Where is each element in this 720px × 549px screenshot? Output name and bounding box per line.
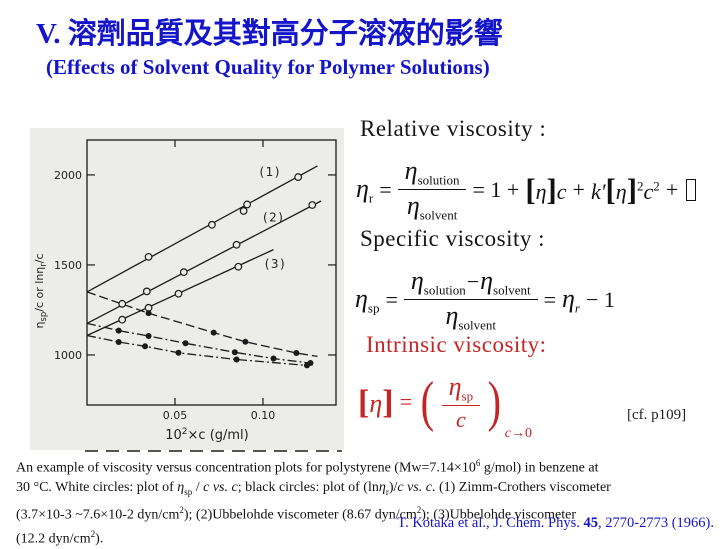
bracket-eta: [η] [358, 384, 394, 422]
svg-text:(1): (1) [259, 165, 281, 179]
svg-text:(2): (2) [263, 210, 285, 224]
eta-sp-symbol: ηsp [355, 283, 380, 316]
intrinsic-viscosity-formula: [η] = ( ηsp c ) c→0 [358, 370, 532, 441]
svg-text:(3): (3) [265, 257, 287, 271]
plus-sign: + [665, 176, 679, 202]
huggins-term: k′[η]2c2 [590, 173, 660, 208]
svg-text:1000: 1000 [54, 349, 82, 362]
right-parenthesis: ) [487, 370, 502, 433]
caption-line-3: (3.7×10-3 ~7.6×10-2 dyn/cm2); (2)Ubbeloh… [16, 505, 576, 524]
specific-viscosity-formula: ηsp = ηsolution−ηsolvent ηsolvent = ηr −… [355, 266, 616, 334]
svg-text:ηsp/c or lnηr/c: ηsp/c or lnηr/c [33, 253, 49, 328]
minus-one: − 1 [585, 286, 615, 312]
equals-sign: = [543, 286, 557, 312]
cf-page-note: [cf. p109] [627, 407, 687, 423]
viscosity-figure: 1000 1500 2000 0.05 0.10 ηsp/c or lnηr/c 102×c… [30, 128, 344, 452]
svg-text:1500: 1500 [54, 259, 82, 272]
caption-line-1: An example of viscosity versus concentra… [16, 458, 599, 476]
missing-glyph-box [686, 178, 697, 201]
svg-text:102×c (g/ml): 102×c (g/ml) [165, 427, 249, 443]
equals-sign: = [399, 389, 412, 415]
caption-line-2: 30 °C. White circles: plot of ηsp / c vs… [16, 479, 611, 497]
plus-sign: + [572, 176, 585, 202]
limit-c-to-zero: c→0 [504, 425, 532, 441]
specific-viscosity-heading: Specific viscosity : [360, 226, 546, 251]
svg-text:2000: 2000 [54, 169, 82, 182]
equals-sign: = [385, 286, 398, 312]
slide-title-english: (Effects of Solvent Quality for Polymer … [46, 55, 490, 79]
intrinsic-viscosity-heading: Intrinsic viscosity: [366, 332, 547, 357]
slide-title-chinese: V. 溶劑品質及其對高分子溶液的影響 [36, 18, 503, 50]
difference-fraction: ηsolution−ηsolvent ηsolvent [403, 266, 538, 334]
relative-viscosity-heading: Relative viscosity : [360, 116, 547, 141]
solution-solvent-fraction: ηsolution ηsolvent [397, 156, 467, 224]
left-parenthesis: ( [420, 370, 435, 433]
intrinsic-viscosity-c-term: [η]c [525, 173, 567, 208]
eta-r-minus-one: ηr [562, 283, 580, 316]
equals-sign: = [379, 176, 392, 202]
virial-expansion-start: = 1 + [472, 176, 520, 202]
svg-text:0.10: 0.10 [251, 409, 276, 422]
eta-r-symbol: ηr [356, 173, 374, 206]
eta-sp-over-c-fraction: ηsp c [441, 372, 481, 433]
svg-text:0.05: 0.05 [163, 409, 188, 422]
literature-reference: T. Kotaka et al., J. Chem. Phys. 45, 277… [397, 515, 714, 531]
figure-caption: An example of viscosity versus concentra… [16, 454, 611, 549]
viscosity-chart-svg: 1000 1500 2000 0.05 0.10 ηsp/c or lnηr/c 102×c… [33, 139, 337, 443]
relative-viscosity-formula: ηr = ηsolution ηsolvent = 1 + [η]c + k′[… [356, 156, 697, 224]
